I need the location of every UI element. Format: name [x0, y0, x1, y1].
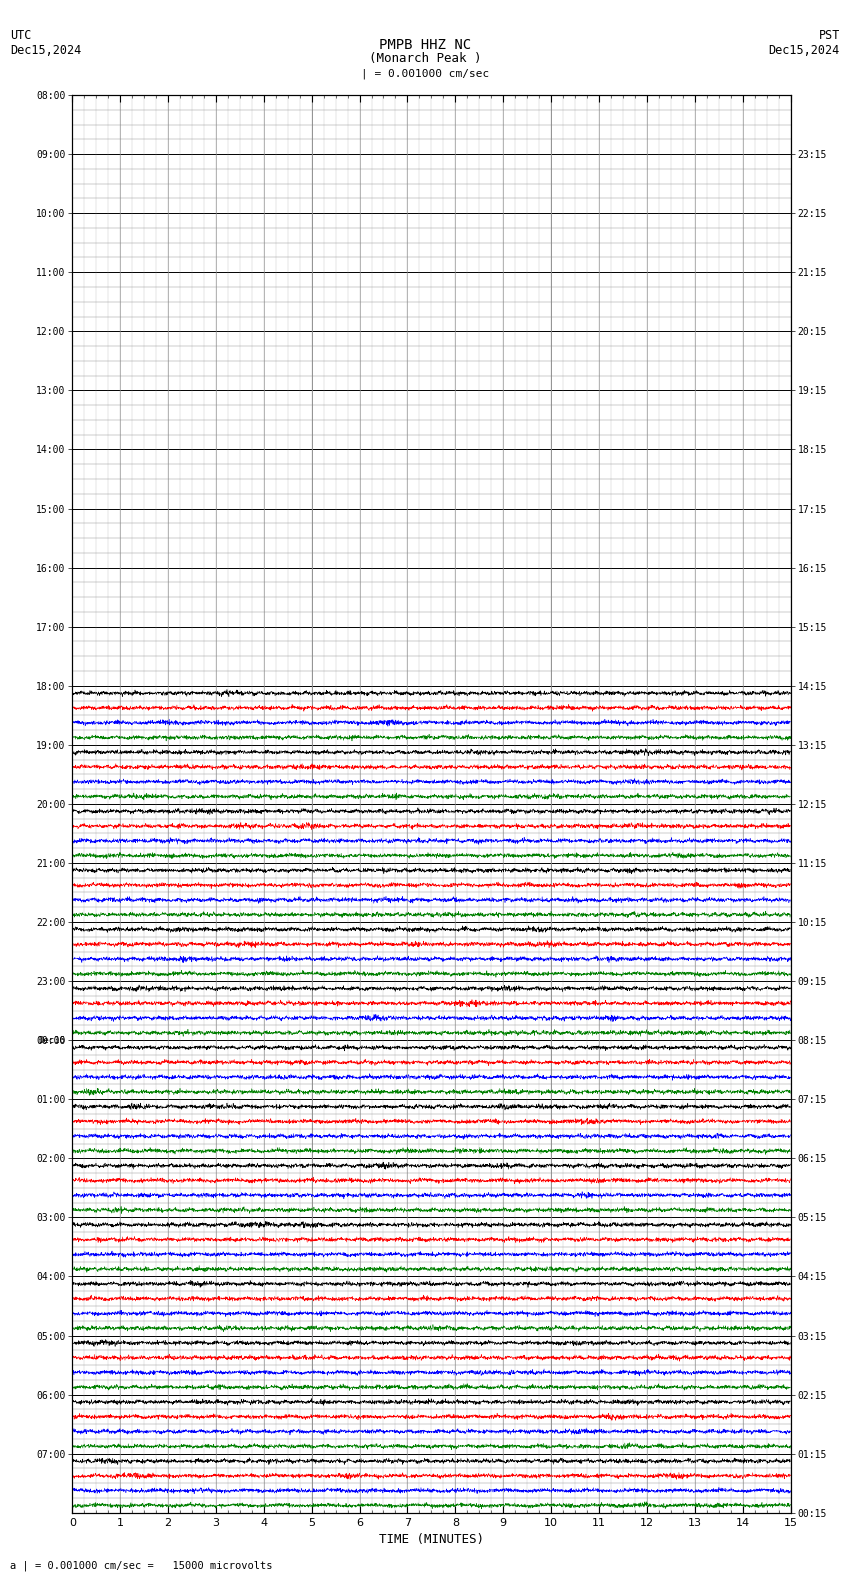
Text: PMPB HHZ NC: PMPB HHZ NC — [379, 38, 471, 52]
Text: Dec15,2024: Dec15,2024 — [10, 44, 82, 57]
Text: Dec15,2024: Dec15,2024 — [768, 44, 840, 57]
Text: UTC: UTC — [10, 29, 31, 41]
Text: | = 0.001000 cm/sec: | = 0.001000 cm/sec — [361, 68, 489, 79]
Text: a | = 0.001000 cm/sec =   15000 microvolts: a | = 0.001000 cm/sec = 15000 microvolts — [10, 1560, 273, 1571]
Text: PST: PST — [819, 29, 840, 41]
Text: (Monarch Peak ): (Monarch Peak ) — [369, 52, 481, 65]
Text: Dec16: Dec16 — [38, 1036, 65, 1045]
X-axis label: TIME (MINUTES): TIME (MINUTES) — [379, 1533, 484, 1546]
